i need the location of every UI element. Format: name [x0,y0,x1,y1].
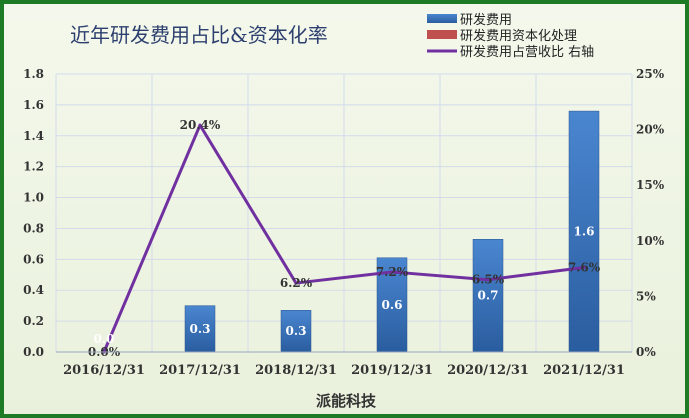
ratio-value-label: 7.2% [376,265,409,279]
y-tick-label: 0.4 [23,283,44,297]
y-tick-label: 0.0 [23,345,44,359]
x-tick-label: 2017/12/31 [159,363,241,378]
bars [184,110,600,353]
data-labels: 0.00.3 0.30.60.71.60.0%20.4%6.2%7.2%6.5%7… [88,118,601,359]
gridlines [55,73,633,353]
ratio-value-label: 6.5% [472,273,505,287]
y-tick-label: 1.2 [23,160,44,174]
legend-label-ratio: 研发费用占营收比 右轴 [460,44,594,60]
bar-value-label: 0.3 [286,324,307,338]
ratio-point [294,281,298,285]
ratio-point [198,123,202,127]
ratio-point [582,265,586,269]
x-tick-label: 2019/12/31 [351,363,433,378]
ratio-line-path [102,123,585,353]
bar-value-label: 0.3 [190,322,211,336]
y-tick-label: 0.6 [23,252,44,266]
x-tick-label: 2020/12/31 [447,363,529,378]
y-axis-right: 0% 5% 10% 15% 20% 25% [636,67,665,359]
y2-tick-label: 15% [636,178,665,192]
bar-value-label: 0.7 [478,289,499,303]
bar [472,239,504,353]
legend: 研发费用 研发费用资本化处理 研发费用占营收比 右轴 [427,12,594,60]
y2-tick-label: 20% [636,123,665,137]
y-tick-label: 1.0 [23,191,44,205]
bar-value-label: 0.0 [94,332,115,346]
legend-label-rd-expense: 研发费用 [460,12,512,28]
chart: 近年研发费用占比&资本化率 研发费用 研发费用资本化处理 研发费用占营收比 右轴… [23,12,665,410]
y-axis-left: 0.0 0.2 0.4 0.6 0.8 1.0 1.2 1.4 1.6 1.8 [23,67,44,359]
x-axis-label: 派能科技 [316,392,377,410]
legend-swatch-rd-expense [427,14,457,23]
y2-tick-label: 10% [636,234,665,248]
y2-tick-label: 0% [636,345,656,359]
y2-tick-label: 25% [636,67,665,81]
ratio-value-label: 20.4% [180,118,221,132]
y-tick-label: 0.2 [23,314,44,328]
ratio-point [486,278,490,282]
bar-value-label: 1.6 [574,225,595,239]
legend-swatch-capitalized [427,30,457,39]
ratio-value-label: 6.2% [280,276,313,290]
ratio-value-label: 7.6% [568,260,601,274]
legend-label-capitalized: 研发费用资本化处理 [460,28,577,44]
bar [184,305,216,353]
bar-value-label: 0.6 [382,298,403,312]
x-tick-label: 2021/12/31 [543,363,625,378]
x-axis: 2016/12/31 2017/12/31 2018/12/31 2019/12/31… [56,351,632,378]
ratio-point [390,270,394,274]
bar [568,110,600,353]
y-tick-label: 1.4 [23,129,44,143]
y2-tick-label: 5% [636,289,656,303]
bar [280,310,312,353]
x-tick-label: 2018/12/31 [255,363,337,378]
chart-title: 近年研发费用占比&资本化率 [70,23,328,47]
x-tick-label: 2016/12/31 [63,363,145,378]
y-tick-label: 1.6 [23,98,44,112]
y-tick-label: 0.8 [23,221,44,235]
y-tick-label: 1.8 [23,67,44,81]
